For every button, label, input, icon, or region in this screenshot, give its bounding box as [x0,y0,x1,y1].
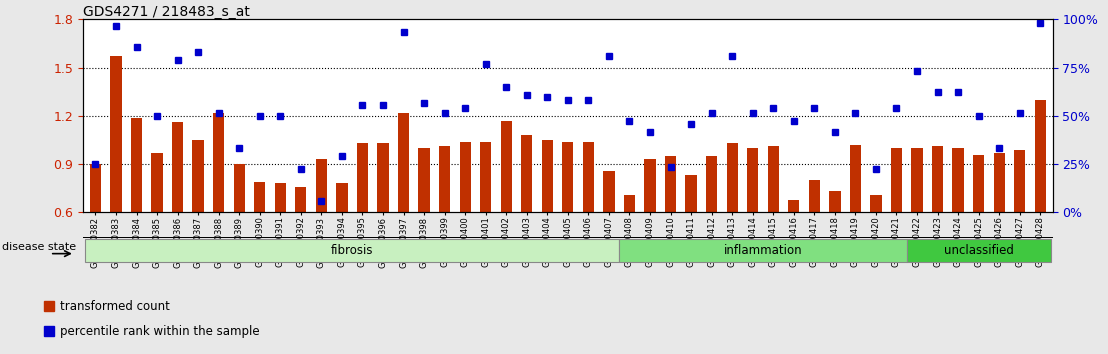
Bar [439,147,450,212]
Bar [932,147,943,212]
Bar [768,147,779,212]
Bar [193,140,204,212]
Bar [501,121,512,212]
Bar [336,183,348,212]
Bar [480,142,491,212]
Bar [562,142,574,212]
Bar [870,195,882,212]
Bar [152,153,163,212]
Text: percentile rank within the sample: percentile rank within the sample [60,325,259,338]
Bar [829,192,841,212]
Bar [460,142,471,212]
Text: disease state: disease state [2,242,75,252]
Text: unclassified: unclassified [944,244,1014,257]
Bar [234,164,245,212]
Bar [254,182,266,212]
Text: transformed count: transformed count [60,299,170,313]
Bar [788,200,800,212]
Text: fibrosis: fibrosis [331,244,373,257]
Bar [316,159,327,212]
Bar [645,159,656,212]
Bar [624,195,635,212]
Bar [542,140,553,212]
Bar [994,153,1005,212]
Bar [809,180,820,212]
Text: GDS4271 / 218483_s_at: GDS4271 / 218483_s_at [83,5,250,19]
Bar [906,239,1050,262]
Bar [419,148,430,212]
Bar [1014,150,1025,212]
Bar [747,148,758,212]
Bar [953,148,964,212]
Bar [583,142,594,212]
Bar [521,135,533,212]
Bar [891,148,902,212]
Bar [295,187,307,212]
Bar [727,143,738,212]
Bar [603,171,615,212]
Bar [213,113,224,212]
Bar [973,154,984,212]
Bar [686,176,697,212]
Bar [665,156,676,212]
Bar [90,164,101,212]
Bar [850,145,861,212]
Bar [378,143,389,212]
Bar [275,183,286,212]
Bar [706,156,717,212]
Bar [1035,100,1046,212]
Bar [111,56,122,212]
Bar [131,118,142,212]
Bar [85,239,619,262]
Bar [357,143,368,212]
Bar [912,148,923,212]
Bar [398,113,409,212]
Text: inflammation: inflammation [724,244,802,257]
Bar [619,239,906,262]
Bar [172,122,183,212]
